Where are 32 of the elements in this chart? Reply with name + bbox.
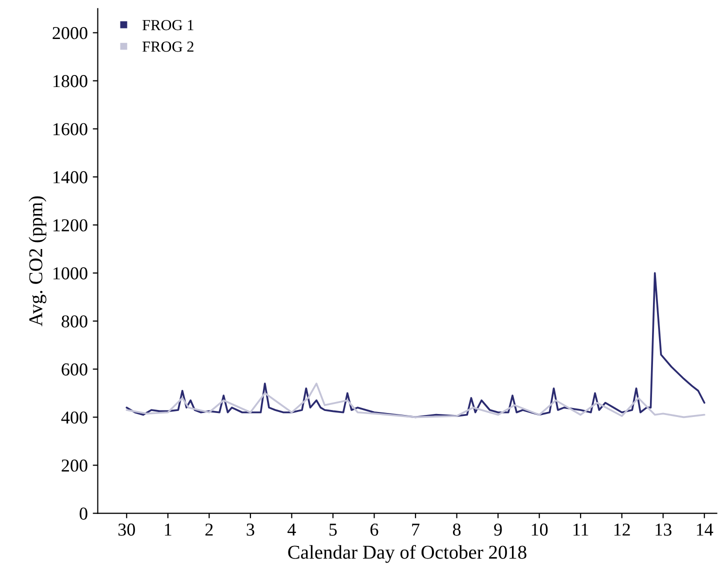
x-tick-label: 3 [246,524,254,536]
x-tick-label: 8 [452,524,461,536]
x-tick-label: 9 [494,524,502,536]
y-tick-label: 1800 [53,75,88,88]
x-tick-label: 13 [656,524,672,536]
x-tick-label: 4 [288,524,296,536]
y-tick-label: 1200 [53,219,88,232]
y-tick-label: 2000 [52,26,88,40]
line-series [126,272,706,418]
y-axis-title: Avg. CO2 (ppm) [28,196,46,326]
y-tick-label: 600 [62,363,88,376]
line-series [126,382,706,418]
x-axis-title: Calendar Day of October 2018 [288,544,526,563]
x-tick-label: 11 [573,524,588,536]
y-tick-label: 1000 [53,267,88,280]
y-tick-label: 400 [61,411,88,424]
legend-label: FROG 2 [142,42,194,52]
x-tick-label: 12 [614,524,630,536]
legend-label: FROG 1 [142,20,194,30]
x-tick-label: 30 [118,524,135,536]
x-tick-label: 14 [696,524,714,536]
y-tick-label: 1400 [53,171,88,184]
x-tick-label: 10 [532,524,548,536]
y-tick-label: 0 [80,508,88,520]
x-tick-label: 5 [330,524,337,536]
y-tick-label: 1600 [53,123,88,136]
x-tick-label: 2 [205,524,213,536]
x-tick-label: 6 [370,524,378,536]
y-tick-label: 800 [62,315,88,328]
x-tick-label: 1 [164,524,172,536]
x-tick-label: 7 [412,524,420,536]
y-tick-label: 200 [62,460,88,472]
